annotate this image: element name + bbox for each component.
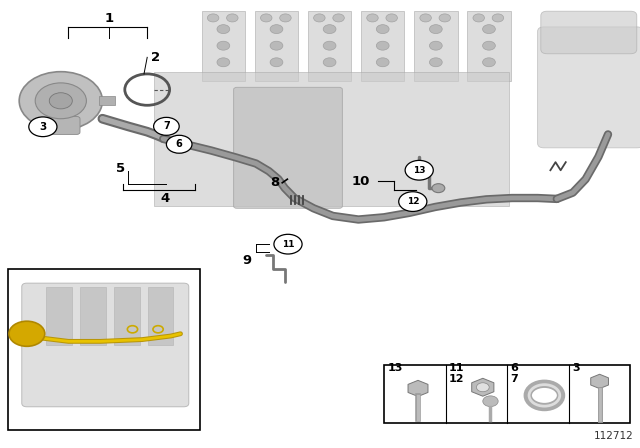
- Text: 5: 5: [116, 162, 125, 176]
- Circle shape: [9, 321, 45, 346]
- Circle shape: [270, 41, 283, 50]
- Circle shape: [376, 25, 389, 34]
- Circle shape: [274, 234, 302, 254]
- Circle shape: [405, 160, 433, 180]
- Circle shape: [323, 58, 336, 67]
- Circle shape: [429, 58, 442, 67]
- Circle shape: [399, 192, 427, 211]
- Circle shape: [29, 117, 57, 137]
- Circle shape: [260, 14, 272, 22]
- Circle shape: [166, 135, 192, 153]
- Bar: [114, 287, 140, 345]
- Circle shape: [154, 117, 179, 135]
- Circle shape: [207, 14, 219, 22]
- Circle shape: [439, 14, 451, 22]
- Circle shape: [376, 58, 389, 67]
- FancyBboxPatch shape: [48, 116, 80, 134]
- Text: 12: 12: [406, 197, 419, 206]
- FancyBboxPatch shape: [234, 87, 342, 208]
- Text: 112712: 112712: [594, 431, 634, 441]
- Text: 7: 7: [511, 374, 518, 384]
- Circle shape: [483, 396, 498, 407]
- Text: 3: 3: [572, 363, 580, 373]
- Circle shape: [314, 14, 325, 22]
- FancyBboxPatch shape: [22, 283, 189, 407]
- Bar: [8, 269, 200, 430]
- Circle shape: [492, 14, 504, 22]
- Bar: [414, 11, 458, 81]
- Text: 4: 4: [161, 191, 170, 205]
- Text: 13: 13: [413, 166, 426, 175]
- Circle shape: [49, 93, 72, 109]
- Circle shape: [367, 14, 378, 22]
- Circle shape: [217, 41, 230, 50]
- Text: 8: 8: [271, 176, 280, 190]
- Circle shape: [476, 383, 489, 392]
- Text: 6: 6: [511, 363, 518, 373]
- Bar: [154, 72, 509, 206]
- Circle shape: [19, 72, 102, 130]
- Bar: [99, 96, 115, 105]
- Text: 2: 2: [151, 51, 160, 64]
- Circle shape: [227, 14, 238, 22]
- Bar: [255, 11, 298, 81]
- Circle shape: [217, 25, 230, 34]
- Circle shape: [280, 14, 291, 22]
- Text: 11: 11: [282, 240, 294, 249]
- Text: 13: 13: [387, 363, 403, 373]
- Circle shape: [429, 25, 442, 34]
- FancyBboxPatch shape: [541, 11, 637, 54]
- Bar: [361, 11, 404, 81]
- Circle shape: [270, 25, 283, 34]
- Circle shape: [473, 14, 484, 22]
- Bar: [148, 287, 173, 345]
- Circle shape: [483, 41, 495, 50]
- Bar: [46, 287, 72, 345]
- FancyBboxPatch shape: [538, 27, 640, 148]
- Text: 10: 10: [351, 175, 369, 188]
- Text: 11: 11: [449, 363, 464, 373]
- Bar: [467, 11, 511, 81]
- Circle shape: [270, 58, 283, 67]
- Text: 3: 3: [39, 122, 47, 132]
- Text: 12: 12: [449, 374, 464, 384]
- Circle shape: [323, 25, 336, 34]
- Circle shape: [420, 14, 431, 22]
- Circle shape: [333, 14, 344, 22]
- Circle shape: [217, 58, 230, 67]
- Bar: [308, 11, 351, 81]
- Bar: [384, 365, 630, 423]
- Circle shape: [376, 41, 389, 50]
- Text: 6: 6: [176, 139, 182, 149]
- Circle shape: [429, 41, 442, 50]
- Text: 7: 7: [163, 121, 170, 131]
- Text: 1: 1: [104, 12, 113, 26]
- Bar: [202, 11, 245, 81]
- Circle shape: [35, 83, 86, 119]
- Circle shape: [432, 184, 445, 193]
- Circle shape: [483, 25, 495, 34]
- Circle shape: [323, 41, 336, 50]
- Circle shape: [483, 58, 495, 67]
- Bar: [80, 287, 106, 345]
- Text: 9: 9: [243, 254, 252, 267]
- Circle shape: [386, 14, 397, 22]
